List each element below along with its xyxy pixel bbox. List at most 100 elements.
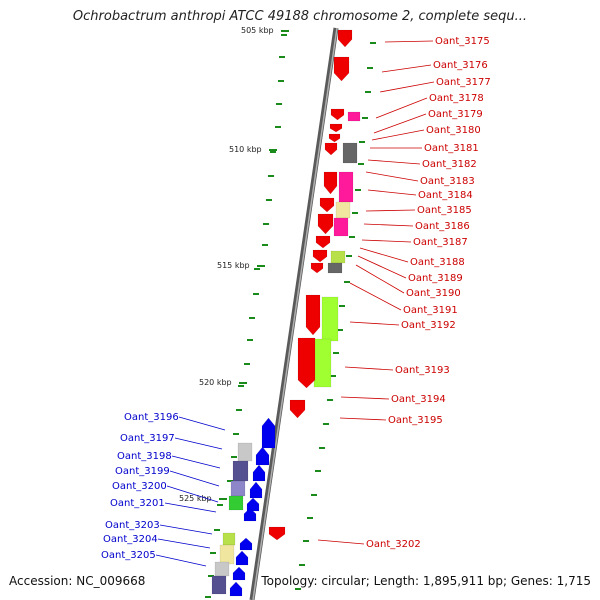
gene-feature[interactable] xyxy=(310,262,324,274)
chromosome-backbone xyxy=(249,27,339,600)
gene-label-forward[interactable]: Oant_3191 xyxy=(403,305,458,316)
gene-label-forward[interactable]: Oant_3194 xyxy=(391,394,446,405)
gene-label-forward[interactable]: Oant_3184 xyxy=(418,190,473,201)
scale-label: 510 kbp xyxy=(229,145,262,154)
gene-label-forward[interactable]: Oant_3180 xyxy=(426,125,481,136)
scale-label: 515 kbp xyxy=(217,261,250,270)
accession-text: Accession: NC_009668 xyxy=(9,574,146,588)
gene-feature[interactable] xyxy=(228,495,244,511)
gene-feature[interactable] xyxy=(255,446,270,466)
gene-feature[interactable] xyxy=(330,250,346,264)
gene-feature[interactable] xyxy=(328,133,341,143)
gene-label-forward[interactable]: Oant_3179 xyxy=(428,109,483,120)
gene-feature[interactable] xyxy=(229,581,243,597)
gene-label-forward[interactable]: Oant_3181 xyxy=(424,143,479,154)
gene-feature[interactable] xyxy=(317,213,334,235)
gene-label-reverse[interactable]: Oant_3197 xyxy=(120,433,175,444)
gene-label-reverse[interactable]: Oant_3204 xyxy=(103,534,158,545)
gene-label-forward[interactable]: Oant_3177 xyxy=(436,77,491,88)
gene-label-forward[interactable]: Oant_3185 xyxy=(417,205,472,216)
leader-line xyxy=(367,159,421,165)
leader-line xyxy=(178,416,226,431)
gene-feature[interactable] xyxy=(268,526,286,541)
leader-line xyxy=(371,129,425,141)
leader-line xyxy=(164,502,217,513)
gene-feature[interactable] xyxy=(312,249,328,263)
gene-label-forward[interactable]: Oant_3190 xyxy=(406,288,461,299)
gene-feature[interactable] xyxy=(329,123,343,133)
leader-line xyxy=(361,239,412,243)
gene-feature[interactable] xyxy=(337,29,353,48)
gene-label-forward[interactable]: Oant_3202 xyxy=(366,539,421,550)
gene-label-reverse[interactable]: Oant_3203 xyxy=(105,520,160,531)
gene-label-reverse[interactable]: Oant_3199 xyxy=(115,466,170,477)
gene-feature[interactable] xyxy=(319,197,335,213)
leader-line xyxy=(317,539,365,545)
gene-feature[interactable] xyxy=(323,171,338,195)
leader-line xyxy=(174,437,223,450)
gene-label-reverse[interactable]: Oant_3201 xyxy=(110,498,165,509)
gene-feature[interactable] xyxy=(237,442,253,462)
leader-line xyxy=(367,189,417,196)
leader-line xyxy=(155,554,207,567)
gene-label-reverse[interactable]: Oant_3198 xyxy=(117,451,172,462)
gene-feature[interactable] xyxy=(232,566,246,581)
gene-feature[interactable] xyxy=(338,171,354,203)
gene-feature[interactable] xyxy=(313,338,332,388)
gene-label-forward[interactable]: Oant_3187 xyxy=(413,237,468,248)
gene-feature[interactable] xyxy=(333,217,349,237)
gene-feature[interactable] xyxy=(214,561,230,577)
gene-label-forward[interactable]: Oant_3193 xyxy=(395,365,450,376)
gene-feature[interactable] xyxy=(235,550,249,566)
leader-line xyxy=(171,455,221,469)
gene-label-forward[interactable]: Oant_3183 xyxy=(420,176,475,187)
gene-feature[interactable] xyxy=(219,544,235,565)
leader-line xyxy=(365,209,416,212)
gene-feature[interactable] xyxy=(239,537,253,551)
gene-label-forward[interactable]: Oant_3192 xyxy=(401,320,456,331)
gene-feature[interactable] xyxy=(289,399,306,419)
gene-feature[interactable] xyxy=(222,532,236,546)
gene-feature[interactable] xyxy=(342,142,358,164)
map-title: Ochrobactrum anthropi ATCC 49188 chromos… xyxy=(72,9,528,24)
leader-line xyxy=(159,524,213,535)
gene-feature[interactable] xyxy=(330,108,345,121)
gene-feature[interactable] xyxy=(321,296,339,342)
leader-line xyxy=(359,247,409,263)
gene-feature[interactable] xyxy=(327,262,343,274)
chromosome-backbone-highlight xyxy=(252,27,338,600)
gene-label-reverse[interactable]: Oant_3196 xyxy=(124,412,179,423)
leader-line xyxy=(365,171,419,182)
gene-feature[interactable] xyxy=(230,480,246,497)
gene-label-forward[interactable]: Oant_3195 xyxy=(388,415,443,426)
gene-feature[interactable] xyxy=(324,142,338,156)
gene-label-forward[interactable]: Oant_3176 xyxy=(433,60,488,71)
gene-feature[interactable] xyxy=(347,111,361,122)
gene-label-forward[interactable]: Oant_3188 xyxy=(410,257,465,268)
gene-label-forward[interactable]: Oant_3186 xyxy=(415,221,470,232)
gene-feature[interactable] xyxy=(315,235,331,249)
gene-feature[interactable] xyxy=(335,201,351,219)
gene-feature[interactable] xyxy=(232,460,249,482)
gene-feature[interactable] xyxy=(305,294,321,336)
gene-feature[interactable] xyxy=(333,56,350,82)
gene-feature[interactable] xyxy=(297,337,316,389)
leader-line xyxy=(375,97,428,119)
leader-line xyxy=(349,321,400,326)
leader-line xyxy=(363,223,414,227)
gene-label-reverse[interactable]: Oant_3205 xyxy=(101,550,156,561)
gene-label-reverse[interactable]: Oant_3200 xyxy=(112,481,167,492)
gene-label-forward[interactable]: Oant_3178 xyxy=(429,93,484,104)
gene-feature[interactable] xyxy=(249,481,263,499)
gene-feature[interactable] xyxy=(252,464,266,482)
leader-line xyxy=(355,264,405,294)
gene-label-forward[interactable]: Oant_3189 xyxy=(408,273,463,284)
gene-label-forward[interactable]: Oant_3175 xyxy=(435,36,490,47)
gene-feature[interactable] xyxy=(243,507,257,522)
leader-line xyxy=(166,485,219,503)
gene-feature[interactable] xyxy=(261,417,276,449)
gene-feature[interactable] xyxy=(211,575,227,595)
gene-label-forward[interactable]: Oant_3182 xyxy=(422,159,477,170)
leader-line xyxy=(384,40,434,43)
leader-line xyxy=(344,366,394,371)
